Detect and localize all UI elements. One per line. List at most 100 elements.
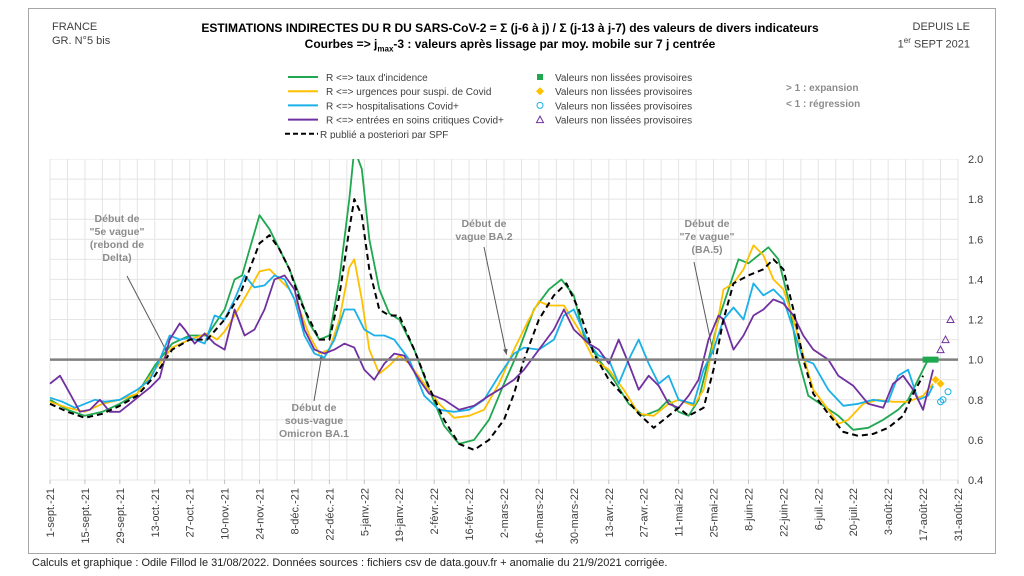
x-tick-label: 16-févr.-22: [464, 488, 476, 541]
legend-marker-label: Valeurs non lissées provisoires: [555, 87, 692, 98]
x-tick-label: 31-août-22: [953, 488, 965, 541]
annotations: Début de"5e vague"(rebond deDelta)Début …: [90, 213, 735, 440]
x-tick-label: 2-févr.-22: [429, 488, 441, 534]
marker-triangle: [946, 314, 955, 323]
marker-square: [922, 356, 929, 363]
legend-line-label: R <=> urgences pour suspi. de Covid: [326, 87, 491, 98]
grid: [49, 158, 959, 481]
graph-number: GR. N°5 bis: [52, 35, 111, 47]
since-date-day: 1: [897, 38, 904, 51]
y-tick-label: 2.0: [968, 154, 983, 166]
annotation-text: Début de: [685, 218, 730, 230]
marker-circle: [944, 388, 952, 396]
x-tick-label: 27-avr.-22: [639, 488, 651, 538]
series-group: [49, 139, 958, 451]
y-tick-label: 0.6: [968, 435, 983, 447]
marker-triangle: [941, 335, 950, 344]
marker-diamond: [931, 375, 940, 384]
annotation-arrowhead: [503, 348, 508, 355]
x-tick-label: 6-juil.-22: [813, 488, 825, 530]
x-tick-label: 16-mars-22: [534, 488, 546, 544]
x-tick-label: 8-déc.-21: [289, 488, 301, 534]
series-line: [49, 198, 924, 451]
header-left: FRANCE GR. N°5 bis: [52, 20, 110, 48]
series-line: [49, 274, 934, 413]
legend-line-label: R <=> entrées en soins critiques Covid+: [326, 116, 504, 127]
legend-marker-label: Valeurs non lissées provisoires: [555, 73, 692, 84]
x-tick-label: 19-janv.-22: [394, 488, 406, 542]
annotation-text: Début de: [292, 402, 337, 414]
x-tick-label: 15-sept.-21: [80, 488, 92, 544]
x-tick-label: 22-déc.-21: [324, 488, 336, 541]
x-tick-label: 22-juin-22: [778, 488, 790, 537]
since-date-rest: SEPT 2021: [910, 38, 970, 51]
x-tick-label: 20-juil.-22: [848, 488, 860, 536]
x-tick-label: 8-juin-22: [743, 488, 755, 531]
annotation-text: (rebond de: [90, 239, 144, 251]
y-tick-label: 1.8: [968, 194, 983, 206]
x-tick-label: 13-avr.-22: [604, 488, 616, 538]
y-tick-label: 1.6: [968, 234, 983, 246]
y-tick-label: 1.4: [968, 274, 983, 286]
y-axis: 0.4 0.6 0.8 1.0 1.2 1.4 1.6 1.8 2.0: [968, 154, 983, 487]
legend-note: > 1 : expansion: [786, 83, 859, 94]
series-line: [49, 274, 934, 413]
legend: R <=> taux d'incidence R <=> urgences pou…: [285, 73, 860, 141]
x-axis: 1-sept.-21 15-sept.-21 29-sept.-21 13-oct.-…: [45, 480, 965, 544]
y-tick-label: 1.0: [968, 355, 983, 367]
x-tick-label: 27-oct.-21: [185, 488, 197, 538]
title-line2-pre: Courbes => j: [304, 37, 378, 51]
annotation-text: sous-vague: [285, 415, 344, 427]
annotation-arrow: [693, 261, 715, 355]
marker-square: [932, 356, 939, 363]
marker-square: [537, 74, 543, 80]
x-tick-label: 5-janv.-22: [359, 488, 371, 536]
x-tick-label: 3-août-22: [883, 488, 895, 535]
x-tick-label: 24-nov.-21: [255, 488, 267, 540]
annotation-text: (BA.5): [692, 244, 723, 256]
series-line: [49, 148, 929, 445]
marker-diamond: [936, 379, 945, 388]
marker-diamond: [536, 87, 544, 96]
x-tick-label: 1-sept.-21: [45, 488, 57, 538]
title-line2-post: -3 : valeurs après lissage par moy. mobi…: [393, 37, 716, 51]
x-tick-label: 29-sept.-21: [115, 488, 127, 544]
annotation-text: "7e vague": [680, 231, 735, 243]
footer-credits: Calculs et graphique : Odile Fillod le 3…: [32, 557, 668, 569]
marker-triangle: [535, 115, 545, 124]
legend-line-label: R <=> taux d'incidence: [326, 73, 428, 84]
legend-line-label: R <=> hospitalisations Covid+: [326, 101, 459, 112]
annotation-text: Omicron BA.1: [279, 428, 349, 440]
y-tick-label: 1.2: [968, 315, 983, 327]
x-tick-label: 13-oct.-21: [150, 488, 162, 538]
x-tick-label: 2-mars-22: [499, 488, 511, 538]
legend-marker-label: Valeurs non lissées provisoires: [555, 116, 692, 127]
annotation-arrow: [126, 275, 168, 353]
x-tick-label: 11-mai-22: [674, 488, 686, 537]
since-label: DEPUIS LE: [912, 21, 970, 33]
since-date: 1er SEPT 2021: [880, 34, 970, 52]
annotation-text: Delta): [102, 252, 131, 264]
header-right: DEPUIS LE 1er SEPT 2021: [880, 20, 970, 52]
legend-marker-label: Valeurs non lissées provisoires: [555, 101, 692, 112]
legend-line-label: R publié a posteriori par SPF: [320, 130, 448, 141]
plot-top-mask: [50, 139, 958, 159]
since-date-sup: er: [903, 36, 911, 45]
title-line2: Courbes => jmax-3 : valeurs après lissag…: [150, 36, 870, 57]
title-line2-sub: max: [377, 44, 394, 54]
annotation: Début de"7e vague"(BA.5): [680, 218, 735, 355]
annotation-arrow: [313, 354, 323, 402]
annotation-arrow: [483, 246, 507, 355]
x-tick-label: 10-nov.-21: [220, 488, 232, 540]
legend-note: < 1 : régression: [786, 99, 860, 110]
annotation-text: "5e vague": [90, 226, 145, 238]
chart-title: ESTIMATIONS INDIRECTES DU R DU SARS-CoV-…: [150, 20, 870, 57]
marker-circle: [939, 396, 947, 404]
x-tick-label: 25-mai-22: [709, 488, 721, 538]
annotation-text: Début de: [462, 218, 507, 230]
marker-square: [927, 356, 934, 363]
x-tick-label: 17-août-22: [918, 488, 930, 541]
provisional-markers: [922, 314, 955, 406]
